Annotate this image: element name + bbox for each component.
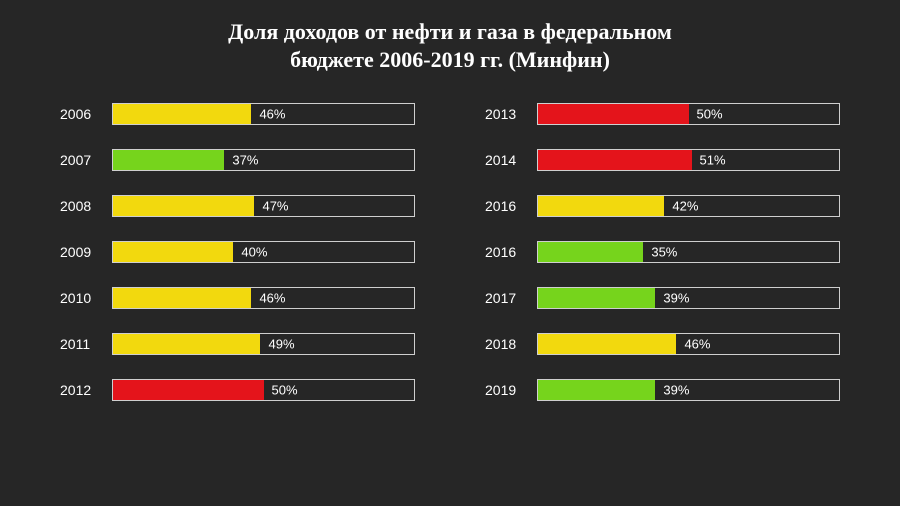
- bar-track: 46%: [112, 103, 415, 125]
- bar-track: 51%: [537, 149, 840, 171]
- percent-label: 51%: [700, 153, 726, 168]
- bar-row: 2012 50%: [60, 379, 415, 401]
- bar-row: 2011 49%: [60, 333, 415, 355]
- bar-track: 40%: [112, 241, 415, 263]
- bar-row: 2006 46%: [60, 103, 415, 125]
- bar-row: 2017 39%: [485, 287, 840, 309]
- title-line2: бюджете 2006-2019 гг. (Минфин): [290, 47, 610, 72]
- bar-track: 42%: [537, 195, 840, 217]
- bar-fill: [538, 380, 655, 400]
- bar-track: 39%: [537, 287, 840, 309]
- year-label: 2018: [485, 336, 537, 352]
- bar-track: 39%: [537, 379, 840, 401]
- bar-track: 46%: [537, 333, 840, 355]
- bar-row: 2009 40%: [60, 241, 415, 263]
- percent-label: 47%: [262, 199, 288, 214]
- year-label: 2010: [60, 290, 112, 306]
- bar-fill: [538, 196, 664, 216]
- bar-fill: [113, 242, 233, 262]
- percent-label: 46%: [684, 337, 710, 352]
- bar-row: 2016 35%: [485, 241, 840, 263]
- percent-label: 50%: [272, 383, 298, 398]
- percent-label: 40%: [241, 245, 267, 260]
- bar-track: 37%: [112, 149, 415, 171]
- percent-label: 39%: [663, 383, 689, 398]
- percent-label: 49%: [268, 337, 294, 352]
- percent-label: 35%: [651, 245, 677, 260]
- year-label: 2007: [60, 152, 112, 168]
- percent-label: 42%: [672, 199, 698, 214]
- bar-track: 35%: [537, 241, 840, 263]
- bar-row: 2007 37%: [60, 149, 415, 171]
- bar-fill: [113, 150, 224, 170]
- bar-track: 50%: [537, 103, 840, 125]
- percent-label: 50%: [697, 107, 723, 122]
- bar-fill: [113, 288, 251, 308]
- bar-track: 49%: [112, 333, 415, 355]
- year-label: 2009: [60, 244, 112, 260]
- chart-columns: 2006 46% 2007 37% 2008 47% 2009 40% 2010 46% 2011 4…: [60, 103, 840, 401]
- bar-fill: [113, 334, 260, 354]
- bar-fill: [538, 334, 676, 354]
- bar-fill: [113, 380, 264, 400]
- bar-fill: [538, 242, 643, 262]
- right-column: 2013 50% 2014 51% 2016 42% 2016 35% 2017 39% 2018 4…: [485, 103, 840, 401]
- left-column: 2006 46% 2007 37% 2008 47% 2009 40% 2010 46% 2011 4…: [60, 103, 415, 401]
- bar-track: 50%: [112, 379, 415, 401]
- year-label: 2019: [485, 382, 537, 398]
- year-label: 2008: [60, 198, 112, 214]
- bar-fill: [113, 196, 254, 216]
- year-label: 2006: [60, 106, 112, 122]
- year-label: 2011: [60, 336, 112, 352]
- title-line1: Доля доходов от нефти и газа в федеральн…: [228, 19, 672, 44]
- year-label: 2012: [60, 382, 112, 398]
- year-label: 2016: [485, 198, 537, 214]
- bar-row: 2010 46%: [60, 287, 415, 309]
- bar-track: 47%: [112, 195, 415, 217]
- bar-fill: [538, 288, 655, 308]
- year-label: 2014: [485, 152, 537, 168]
- bar-track: 46%: [112, 287, 415, 309]
- bar-row: 2014 51%: [485, 149, 840, 171]
- bar-row: 2016 42%: [485, 195, 840, 217]
- bar-fill: [538, 150, 692, 170]
- bar-fill: [113, 104, 251, 124]
- percent-label: 37%: [232, 153, 258, 168]
- bar-row: 2019 39%: [485, 379, 840, 401]
- year-label: 2013: [485, 106, 537, 122]
- year-label: 2016: [485, 244, 537, 260]
- year-label: 2017: [485, 290, 537, 306]
- percent-label: 46%: [259, 107, 285, 122]
- chart-title: Доля доходов от нефти и газа в федеральн…: [60, 18, 840, 73]
- bar-row: 2018 46%: [485, 333, 840, 355]
- bar-row: 2013 50%: [485, 103, 840, 125]
- bar-fill: [538, 104, 689, 124]
- bar-row: 2008 47%: [60, 195, 415, 217]
- percent-label: 46%: [259, 291, 285, 306]
- percent-label: 39%: [663, 291, 689, 306]
